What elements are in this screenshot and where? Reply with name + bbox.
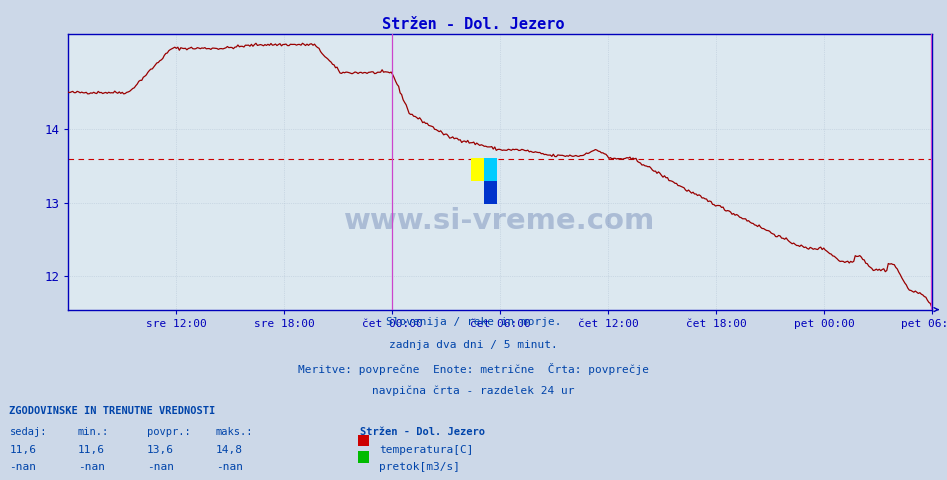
Bar [471, 158, 484, 181]
Text: -nan: -nan [216, 462, 243, 472]
Text: 11,6: 11,6 [78, 445, 105, 456]
Text: Slovenija / reke in morje.: Slovenija / reke in morje. [385, 317, 562, 327]
Text: povpr.:: povpr.: [147, 427, 190, 437]
Text: temperatura[C]: temperatura[C] [379, 445, 474, 456]
Text: -nan: -nan [9, 462, 37, 472]
Text: 11,6: 11,6 [9, 445, 37, 456]
Bar [484, 158, 497, 181]
Text: www.si-vreme.com: www.si-vreme.com [345, 207, 655, 235]
Text: pretok[m3/s]: pretok[m3/s] [379, 462, 460, 472]
Text: maks.:: maks.: [216, 427, 254, 437]
Text: -nan: -nan [147, 462, 174, 472]
Text: zadnja dva dni / 5 minut.: zadnja dva dni / 5 minut. [389, 340, 558, 350]
Text: 14,8: 14,8 [216, 445, 243, 456]
Text: 13,6: 13,6 [147, 445, 174, 456]
Text: -nan: -nan [78, 462, 105, 472]
Bar [484, 181, 497, 204]
Text: Meritve: povprečne  Enote: metrične  Črta: povprečje: Meritve: povprečne Enote: metrične Črta:… [298, 363, 649, 375]
Text: Stržen - Dol. Jezero: Stržen - Dol. Jezero [360, 427, 485, 437]
Text: ZGODOVINSKE IN TRENUTNE VREDNOSTI: ZGODOVINSKE IN TRENUTNE VREDNOSTI [9, 406, 216, 416]
Text: navpična črta - razdelek 24 ur: navpična črta - razdelek 24 ur [372, 386, 575, 396]
Text: min.:: min.: [78, 427, 109, 437]
Text: sedaj:: sedaj: [9, 427, 47, 437]
Text: Stržen - Dol. Jezero: Stržen - Dol. Jezero [383, 17, 564, 32]
